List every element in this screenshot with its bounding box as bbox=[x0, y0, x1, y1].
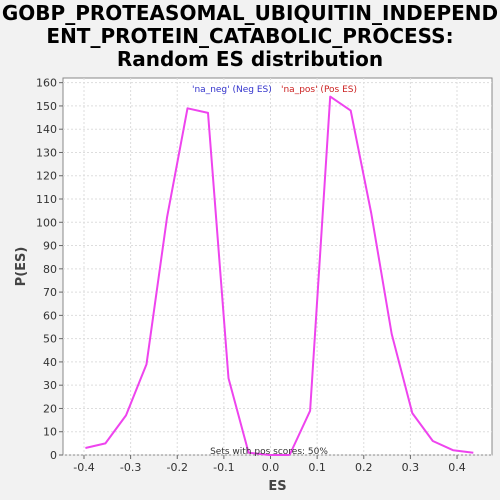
y-tick-label: 140 bbox=[36, 123, 57, 136]
x-axis-label: ES bbox=[268, 479, 286, 494]
y-tick-label: 40 bbox=[43, 356, 57, 369]
y-tick-label: 120 bbox=[36, 170, 57, 183]
x-tick-label: 0.4 bbox=[448, 461, 466, 474]
x-tick-label: -0.4 bbox=[73, 461, 94, 474]
pos-scores-annotation: Sets with pos scores: 50% bbox=[210, 447, 328, 457]
x-tick-label: 0.0 bbox=[262, 461, 280, 474]
x-tick-label: 0.2 bbox=[355, 461, 373, 474]
y-tick-label: 20 bbox=[43, 402, 57, 415]
y-tick-label: 30 bbox=[43, 379, 57, 392]
y-tick-label: 10 bbox=[43, 426, 57, 439]
x-axis-ticks: -0.4 -0.3 -0.2 -0.1 0.0 0.1 0.2 0.3 0.4 bbox=[73, 455, 466, 474]
y-tick-label: 110 bbox=[36, 193, 57, 206]
x-tick-label: 0.3 bbox=[402, 461, 420, 474]
y-tick-label: 150 bbox=[36, 100, 57, 113]
chart-title: GOBP_PROTEASOMAL_UBIQUITIN_INDEPEND ENT_… bbox=[0, 2, 500, 71]
y-axis-label: P(ES) bbox=[14, 247, 29, 287]
y-tick-label: 80 bbox=[43, 263, 57, 276]
plot-area bbox=[62, 77, 493, 456]
series-line-2 bbox=[288, 95, 474, 456]
y-tick-label: 130 bbox=[36, 146, 57, 159]
x-tick-label: -0.2 bbox=[167, 461, 188, 474]
y-tick-label: 90 bbox=[43, 240, 57, 253]
grid-lines bbox=[63, 78, 492, 456]
legend-pos-label: 'na_pos' (Pos ES) bbox=[281, 85, 357, 95]
y-tick-label: 60 bbox=[43, 309, 57, 322]
series-line-1 bbox=[85, 107, 290, 456]
series-lines bbox=[85, 95, 474, 456]
legend-neg-label: 'na_neg' (Neg ES) bbox=[192, 85, 272, 95]
chart-title-line-2: ENT_PROTEIN_CATABOLIC_PROCESS: bbox=[46, 24, 454, 48]
y-tick-label: 70 bbox=[43, 286, 57, 299]
y-tick-label: 0 bbox=[50, 449, 57, 462]
y-tick-label: 50 bbox=[43, 333, 57, 346]
chart-title-line-3: Random ES distribution bbox=[116, 47, 384, 71]
y-axis-ticks: 0 10 20 30 40 50 60 70 80 90 100 110 120 130 140 150 160 bbox=[36, 77, 63, 462]
x-tick-label: 0.1 bbox=[308, 461, 326, 474]
chart-title-line-1: GOBP_PROTEASOMAL_UBIQUITIN_INDEPEND bbox=[1, 1, 499, 25]
y-tick-label: 160 bbox=[36, 77, 57, 90]
y-tick-label: 100 bbox=[36, 216, 57, 229]
x-tick-label: -0.3 bbox=[120, 461, 141, 474]
x-tick-label: -0.1 bbox=[213, 461, 234, 474]
